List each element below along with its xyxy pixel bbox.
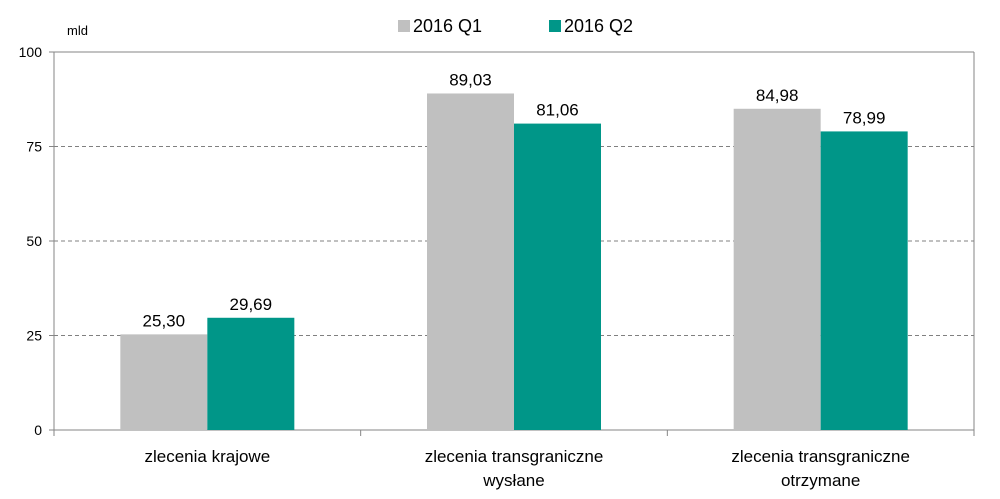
legend-label: 2016 Q2	[564, 16, 633, 36]
bar-2016-q1-0	[120, 334, 208, 430]
bar-2016-q2-2	[820, 131, 908, 431]
x-category-label: wysłane	[482, 471, 544, 490]
bar-2016-q1-2	[733, 108, 821, 430]
data-label: 89,03	[449, 70, 492, 89]
legend-label: 2016 Q1	[413, 16, 482, 36]
x-category-label: zlecenia transgraniczne	[425, 447, 604, 466]
x-category-label: otrzymane	[781, 471, 860, 490]
x-category-label: zlecenia krajowe	[144, 447, 270, 466]
legend: 2016 Q1 2016 Q2	[398, 16, 633, 36]
data-label: 78,99	[843, 108, 886, 127]
y-tick-label: 75	[26, 139, 42, 155]
data-label: 25,30	[143, 311, 186, 330]
axes: 0 25 50 75 100 zlecenia krajowe zlecenia trans…	[19, 44, 975, 490]
bar-2016-q2-0	[207, 317, 295, 430]
legend-swatch	[549, 20, 561, 32]
y-unit-label: mld	[67, 23, 88, 38]
bar-2016-q2-1	[514, 123, 601, 430]
data-label: 29,69	[230, 295, 273, 314]
y-tick-label: 0	[34, 422, 42, 438]
y-tick-label: 50	[26, 233, 42, 249]
legend-swatch	[398, 20, 410, 32]
x-category-label: zlecenia transgraniczne	[731, 447, 910, 466]
y-tick-label: 25	[26, 328, 42, 344]
y-tick-label: 100	[19, 44, 43, 60]
data-label: 81,06	[536, 101, 579, 120]
data-label: 84,98	[756, 86, 799, 105]
data-labels: 25,30 29,69 89,03 81,06 84,98 78,99	[143, 70, 886, 330]
bars	[120, 93, 908, 431]
bar-2016-q1-1	[427, 93, 514, 430]
